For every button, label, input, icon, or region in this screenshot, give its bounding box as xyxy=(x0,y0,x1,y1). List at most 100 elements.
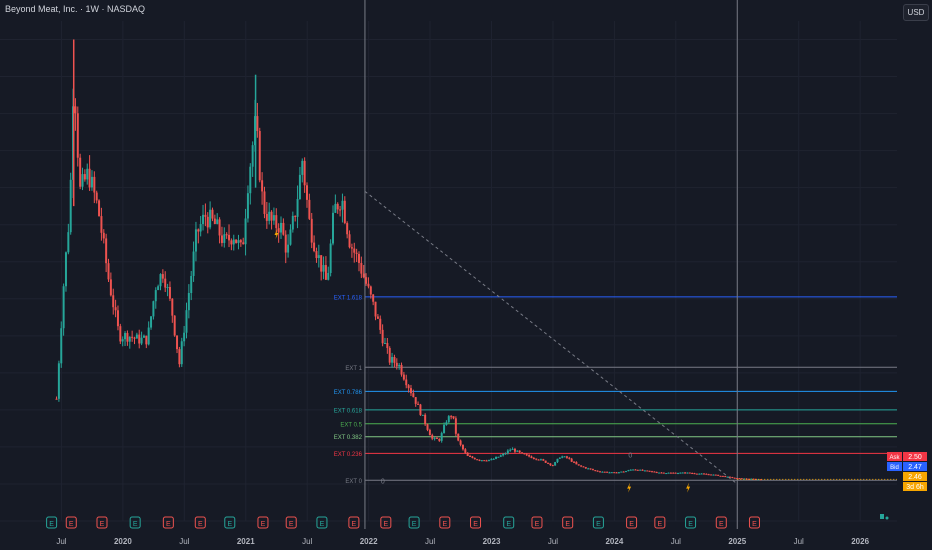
fib-level-label: EXT 0.5 xyxy=(340,422,362,428)
candle-body xyxy=(509,449,512,451)
candle-body xyxy=(679,472,682,474)
earnings-badge xyxy=(162,516,174,529)
fib-level-label: EXT 0.786 xyxy=(334,390,363,396)
earnings-label: E xyxy=(412,521,417,528)
price-tag: 2.46 xyxy=(903,472,927,481)
earnings-marker: E xyxy=(626,516,638,529)
candle-body xyxy=(544,460,547,463)
candle-body xyxy=(261,180,264,192)
candle-body xyxy=(204,214,207,217)
earnings-label: E xyxy=(261,521,266,528)
candle-body xyxy=(695,473,698,475)
earnings-badge xyxy=(96,516,108,529)
x-tick-label: Jul xyxy=(671,537,681,546)
candle-body xyxy=(669,472,672,474)
price-tag-label: Ask xyxy=(889,455,900,461)
candle-body xyxy=(740,478,743,480)
lightning-icon xyxy=(627,482,632,493)
earnings-badge xyxy=(715,516,727,529)
candle-body xyxy=(452,416,455,419)
x-tick-label: Jul xyxy=(56,537,66,546)
candle-body xyxy=(461,444,464,450)
candle-body xyxy=(454,418,457,434)
candle-body xyxy=(584,467,587,469)
candle-body xyxy=(405,379,408,386)
candle-body xyxy=(528,454,531,457)
currency-button[interactable]: USD xyxy=(903,4,929,21)
candle-body xyxy=(242,242,245,245)
candle-body xyxy=(603,471,606,473)
candle-body xyxy=(473,457,476,460)
candle-body xyxy=(298,174,301,200)
candle-body xyxy=(372,294,375,302)
candle-body xyxy=(417,403,420,405)
candle-body xyxy=(367,283,370,287)
candle-body xyxy=(216,219,219,224)
earnings-label: E xyxy=(100,521,105,528)
candle-body xyxy=(289,229,292,245)
candle-body xyxy=(653,471,656,473)
candle-body xyxy=(589,468,592,470)
candle-body xyxy=(348,234,351,248)
earnings-label: E xyxy=(719,521,724,528)
candle-body xyxy=(313,242,316,252)
candle-body xyxy=(591,469,594,471)
candle-body xyxy=(145,335,148,345)
x-tick-label: Jul xyxy=(548,537,558,546)
trend-line xyxy=(364,190,738,485)
earnings-marker: E xyxy=(503,516,515,529)
candle-body xyxy=(627,470,630,472)
candle-body xyxy=(700,473,703,475)
candle-body xyxy=(362,273,365,278)
candle-body xyxy=(582,466,585,468)
candle-body xyxy=(391,356,394,363)
candle-body xyxy=(601,471,604,473)
price-tag-value-bg xyxy=(903,452,927,461)
candle-body xyxy=(280,222,283,233)
candle-body xyxy=(121,339,124,342)
candle-body xyxy=(632,469,635,471)
candle-body xyxy=(324,265,327,280)
candle-body xyxy=(573,461,576,463)
earnings-marker: E xyxy=(224,516,236,529)
candle-body xyxy=(688,472,691,474)
candle-body xyxy=(277,228,280,233)
candle-body xyxy=(402,374,405,380)
candle-body xyxy=(161,274,164,279)
chart-title: Beyond Meat, Inc. · 1W · NASDAQ xyxy=(5,4,146,14)
candle-body xyxy=(712,474,715,476)
earnings-badge xyxy=(348,516,360,529)
candle-body xyxy=(438,438,441,441)
earnings-marker: E xyxy=(380,516,392,529)
candle-body xyxy=(469,456,472,458)
candle-body xyxy=(625,471,628,473)
candle-body xyxy=(483,460,486,462)
candle-body xyxy=(641,469,644,471)
candle-body xyxy=(504,453,507,455)
candle-body xyxy=(237,240,240,243)
candle-body xyxy=(587,468,590,470)
x-tick-label: 2024 xyxy=(605,537,623,546)
earnings-badge xyxy=(654,516,666,529)
candle-body xyxy=(119,326,122,342)
x-tick-label: 2020 xyxy=(114,537,132,546)
candle-body xyxy=(152,301,155,317)
candle-body xyxy=(183,332,186,342)
candle-body xyxy=(471,456,474,458)
candle-body xyxy=(98,200,101,217)
candle-body xyxy=(419,404,422,415)
candle-body xyxy=(258,130,261,181)
candle-body xyxy=(398,364,401,367)
candle-body xyxy=(275,215,278,229)
candle-body xyxy=(608,472,611,474)
price-tag-value: 2.50 xyxy=(908,454,922,461)
candle-body xyxy=(246,193,249,219)
earnings-marker: E xyxy=(715,516,727,529)
candle-body xyxy=(310,218,313,243)
candle-body xyxy=(728,476,731,478)
candle-body xyxy=(346,223,349,235)
candle-body xyxy=(131,336,134,338)
candle-body xyxy=(251,145,254,167)
candle-body xyxy=(568,457,571,459)
